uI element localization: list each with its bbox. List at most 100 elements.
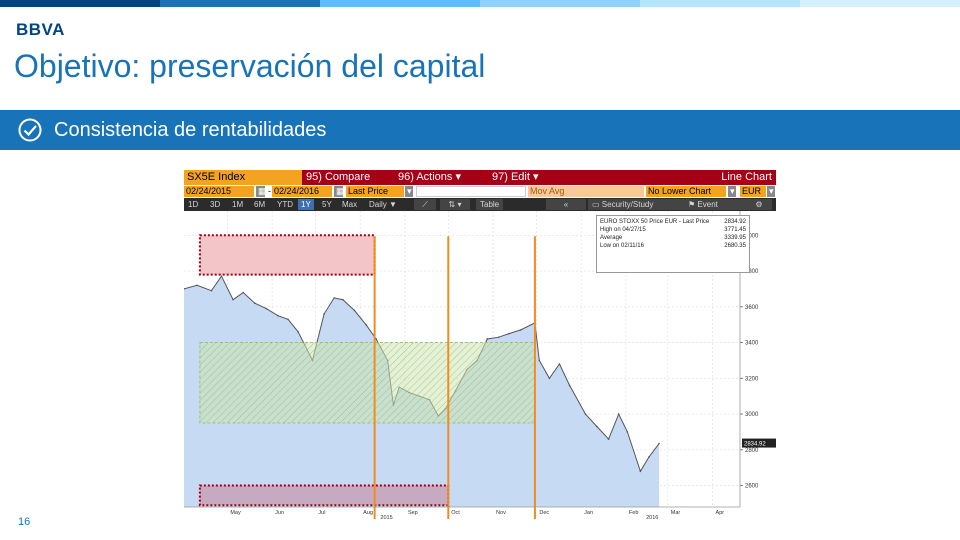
x-tick-label: Dec bbox=[539, 510, 549, 516]
y-tick-label: 3000 bbox=[745, 412, 759, 418]
price-point bbox=[617, 413, 620, 415]
period-ytd-button[interactable]: YTD bbox=[277, 200, 293, 209]
compare-menu[interactable]: 95) Compare bbox=[306, 171, 371, 183]
x-tick-label: Feb bbox=[629, 510, 638, 516]
x-tick-label: Nov bbox=[496, 510, 506, 516]
x-tick-label: May bbox=[230, 510, 241, 516]
price-field-select[interactable]: Last Price bbox=[346, 186, 404, 197]
legend-series-name: EURO STOXX 50 Price EUR - Last Price bbox=[600, 219, 710, 225]
price-point bbox=[538, 359, 541, 362]
calendar-icon[interactable]: ▦ bbox=[256, 186, 267, 197]
price-point bbox=[648, 456, 650, 458]
period-1d-button[interactable]: 1D bbox=[188, 200, 199, 209]
x-tick-label: Apr bbox=[716, 510, 725, 516]
x-tick-label: Aug bbox=[363, 510, 373, 516]
price-point bbox=[220, 275, 223, 278]
price-point bbox=[596, 425, 598, 428]
y-tick-label: 3600 bbox=[745, 305, 759, 311]
sort-icon[interactable]: ⇅ ▾ bbox=[440, 199, 470, 210]
bbva-logo: BBVA bbox=[16, 20, 65, 39]
period-6m-button[interactable]: 6M bbox=[254, 200, 266, 209]
legend-avg-label: Average bbox=[600, 235, 623, 241]
period-5y-button[interactable]: 5Y bbox=[322, 200, 332, 209]
red-high-box bbox=[198, 234, 376, 276]
price-point bbox=[333, 297, 335, 299]
x-tick-label: Jan bbox=[584, 510, 593, 516]
price-point bbox=[242, 291, 245, 294]
edit-menu[interactable]: 97) Edit ▾ bbox=[492, 171, 539, 183]
bloomberg-terminal: SX5E Index 95) Compare 96) Actions ▾ 97)… bbox=[184, 170, 776, 520]
actions-menu[interactable]: 96) Actions ▾ bbox=[398, 171, 461, 183]
chevron-down-icon[interactable]: ▾ bbox=[728, 186, 736, 197]
end-date-field[interactable]: 02/24/2016 bbox=[272, 186, 332, 197]
price-point bbox=[184, 288, 185, 290]
study-input[interactable] bbox=[416, 186, 526, 197]
price-point bbox=[607, 438, 610, 440]
legend-low-value: 2680.35 bbox=[724, 243, 746, 249]
period-1m-button[interactable]: 1M bbox=[232, 200, 244, 209]
last-value-tag bbox=[742, 438, 776, 448]
frequency-label: Daily bbox=[369, 200, 387, 209]
actions-label: 96) Actions bbox=[398, 171, 453, 183]
price-point bbox=[558, 363, 561, 365]
currency-select[interactable]: EUR bbox=[740, 186, 766, 197]
price-point bbox=[626, 431, 629, 433]
price-point bbox=[548, 377, 551, 380]
collapse-left-icon[interactable]: « bbox=[546, 199, 586, 210]
date-dash: - bbox=[268, 186, 271, 196]
start-date-field[interactable]: 02/24/2015 bbox=[184, 186, 254, 197]
chart-legend: EURO STOXX 50 Price EUR - Last Price 2834… bbox=[596, 215, 750, 273]
x-tick-label: Mar bbox=[671, 510, 681, 516]
legend-low-label: Low on 02/11/16 bbox=[600, 243, 644, 249]
price-point bbox=[353, 309, 356, 312]
x-tick-label: Jun bbox=[275, 510, 284, 516]
subtitle-band: Consistencia de rentabilidades bbox=[0, 110, 960, 150]
security-study-label: Security/Study bbox=[601, 200, 654, 209]
price-point bbox=[277, 314, 279, 317]
check-circle-icon bbox=[18, 118, 42, 142]
calendar-icon[interactable]: ▦ bbox=[334, 186, 345, 197]
top-color-bar bbox=[0, 0, 960, 7]
period-1y-button[interactable]: 1Y bbox=[298, 199, 314, 210]
price-point bbox=[232, 298, 234, 301]
page-number: 16 bbox=[18, 516, 31, 528]
lower-chart-select[interactable]: No Lower Chart bbox=[646, 186, 726, 197]
mov-avg-field[interactable]: Mov Avg bbox=[528, 186, 644, 197]
chevron-down-icon[interactable]: ▾ bbox=[767, 186, 775, 197]
last-value-label: 2834.92 bbox=[744, 442, 766, 448]
year-label: 2015 bbox=[380, 515, 392, 520]
y-tick-label: 3400 bbox=[745, 341, 759, 347]
gear-icon[interactable]: ⚙ bbox=[746, 199, 772, 210]
price-point bbox=[508, 332, 510, 335]
legend-last-value: 2834.92 bbox=[724, 219, 746, 225]
price-point bbox=[342, 298, 344, 301]
x-tick-label: Sep bbox=[408, 510, 418, 516]
table-button[interactable]: Table bbox=[476, 199, 504, 210]
price-point bbox=[639, 470, 642, 473]
ticker-field[interactable]: SX5E Index bbox=[184, 170, 302, 185]
event-label: Event bbox=[697, 200, 718, 209]
frequency-select[interactable]: Daily ▼ bbox=[369, 200, 397, 209]
price-point bbox=[323, 313, 325, 315]
chart-type-label: Line Chart bbox=[721, 171, 772, 183]
legend-avg-value: 3339.95 bbox=[724, 235, 746, 241]
price-point bbox=[265, 307, 268, 310]
x-tick-label: Oct bbox=[451, 510, 460, 516]
period-max-button[interactable]: Max bbox=[342, 200, 358, 209]
event-button[interactable]: ⚑ Event bbox=[684, 199, 746, 210]
legend-row-low: Low on 02/11/16 2680.35 bbox=[600, 242, 746, 250]
price-point bbox=[486, 338, 489, 340]
line-chart-icon[interactable]: ⟋ bbox=[414, 199, 436, 210]
legend-row-average: Average 3339.95 bbox=[600, 234, 746, 242]
chevron-down-icon[interactable]: ▾ bbox=[405, 186, 413, 197]
period-3d-button[interactable]: 3D bbox=[210, 200, 221, 209]
y-tick-label: 3800 bbox=[745, 269, 759, 275]
security-study-button[interactable]: ▭ Security/Study bbox=[588, 199, 684, 210]
price-point bbox=[253, 302, 256, 305]
price-point bbox=[297, 331, 299, 333]
red-low-box bbox=[198, 484, 450, 507]
terminal-field-bar: 02/24/2015 ▦ - 02/24/2016 ▦ Last Price ▾… bbox=[184, 185, 776, 198]
price-area bbox=[184, 276, 660, 507]
price-point bbox=[519, 329, 522, 331]
green-range-hatch bbox=[199, 342, 535, 423]
